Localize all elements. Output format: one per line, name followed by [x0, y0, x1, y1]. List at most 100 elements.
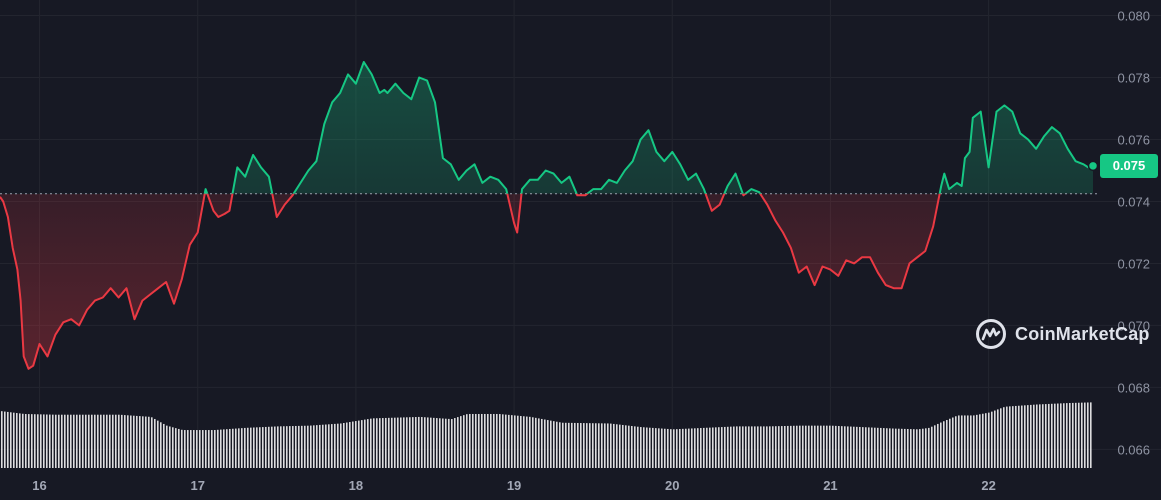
volume-bar — [802, 425, 804, 468]
volume-bar — [643, 427, 645, 468]
x-axis-ticks: 16 17 18 19 20 21 22 — [32, 478, 996, 493]
y-axis-ticks: 0.080 0.078 0.076 0.074 0.072 0.070 0.068 0.066 — [1117, 8, 1150, 457]
volume-bar — [55, 414, 57, 468]
volume-bar — [604, 423, 606, 468]
volume-bar — [979, 414, 981, 468]
volume-bar — [367, 419, 369, 468]
volume-bar — [997, 409, 999, 468]
volume-bar — [313, 425, 315, 468]
volume-bar — [235, 428, 237, 468]
volume-bar — [769, 426, 771, 468]
volume-bar — [598, 423, 600, 468]
volume-bar — [817, 425, 819, 468]
volume-bar — [328, 424, 330, 468]
volume-bar — [640, 427, 642, 468]
volume-bar — [667, 428, 669, 468]
volume-bar — [637, 426, 639, 468]
volume-bar — [931, 426, 933, 468]
volume-bar — [625, 425, 627, 468]
volume-bar — [100, 414, 102, 468]
volume-bar — [121, 414, 123, 468]
volume-bar — [1, 411, 3, 468]
volume-bar — [1060, 403, 1062, 468]
volume-bar — [778, 426, 780, 468]
volume-bar — [337, 423, 339, 468]
volume-bar — [292, 426, 294, 468]
volume-bar — [943, 421, 945, 468]
volume-bar — [949, 418, 951, 468]
volume-bar — [442, 418, 444, 468]
volume-bar — [895, 428, 897, 468]
volume-bar — [364, 419, 366, 468]
volume-bar — [541, 418, 543, 468]
volume-bar — [820, 425, 822, 468]
volume-bar — [229, 428, 231, 468]
volume-bar — [274, 426, 276, 468]
volume-bar — [1012, 406, 1014, 468]
volume-bar — [187, 430, 189, 468]
volume-bar — [691, 428, 693, 468]
volume-bar — [727, 426, 729, 468]
volume-bar — [679, 428, 681, 468]
volume-bar — [559, 422, 561, 468]
volume-bar — [205, 430, 207, 468]
volume-bar — [517, 415, 519, 468]
volume-bar — [304, 425, 306, 468]
volume-bar — [496, 413, 498, 468]
volume-bar — [607, 423, 609, 468]
volume-bar — [682, 428, 684, 468]
volume-bar — [340, 423, 342, 468]
volume-bar — [538, 418, 540, 468]
volume-bar — [763, 426, 765, 468]
volume-bar — [385, 417, 387, 468]
volume-bar — [301, 425, 303, 468]
volume-bar — [283, 426, 285, 468]
volume-bar — [919, 429, 921, 468]
volume-bar — [883, 428, 885, 468]
volume-bar — [835, 425, 837, 468]
volume-bar — [172, 427, 174, 468]
volume-bar — [556, 421, 558, 468]
volume-bar — [811, 425, 813, 468]
x-tick-label: 16 — [32, 478, 46, 493]
volume-bar — [985, 413, 987, 468]
x-tick-label: 21 — [823, 478, 837, 493]
volume-bar — [106, 414, 108, 468]
price-area-fill — [0, 62, 1093, 369]
volume-bar — [1033, 404, 1035, 468]
volume-bar — [397, 417, 399, 468]
volume-bar — [139, 416, 141, 468]
volume-bar — [715, 427, 717, 468]
volume-bar — [844, 426, 846, 468]
volume-bar — [577, 422, 579, 468]
volume-bar — [694, 428, 696, 468]
watermark: CoinMarketCap — [975, 318, 1150, 350]
volume-bar — [652, 427, 654, 468]
volume-bar — [472, 413, 474, 468]
volume-bar — [850, 426, 852, 468]
volume-bar — [1063, 403, 1065, 468]
volume-bar — [370, 418, 372, 468]
volume-bar — [754, 426, 756, 468]
volume-bar — [430, 417, 432, 468]
volume-bar — [508, 414, 510, 468]
volume-bar — [1075, 402, 1077, 468]
volume-bar — [70, 414, 72, 468]
volume-bar — [277, 426, 279, 468]
volume-bar — [436, 418, 438, 468]
volume-bar — [991, 411, 993, 468]
volume-bar — [64, 414, 66, 468]
volume-bar — [616, 424, 618, 468]
volume-bar — [109, 414, 111, 468]
volume-bar — [268, 426, 270, 468]
current-price-marker — [1087, 160, 1099, 172]
volume-bar — [808, 425, 810, 468]
volume-bar — [160, 422, 162, 468]
volume-bar — [595, 423, 597, 468]
volume-bar — [178, 428, 180, 468]
volume-bar — [88, 414, 90, 468]
y-tick-label: 0.078 — [1117, 70, 1150, 85]
volume-bar — [1072, 402, 1074, 468]
volume-bar — [502, 414, 504, 468]
volume-bar — [76, 414, 78, 468]
